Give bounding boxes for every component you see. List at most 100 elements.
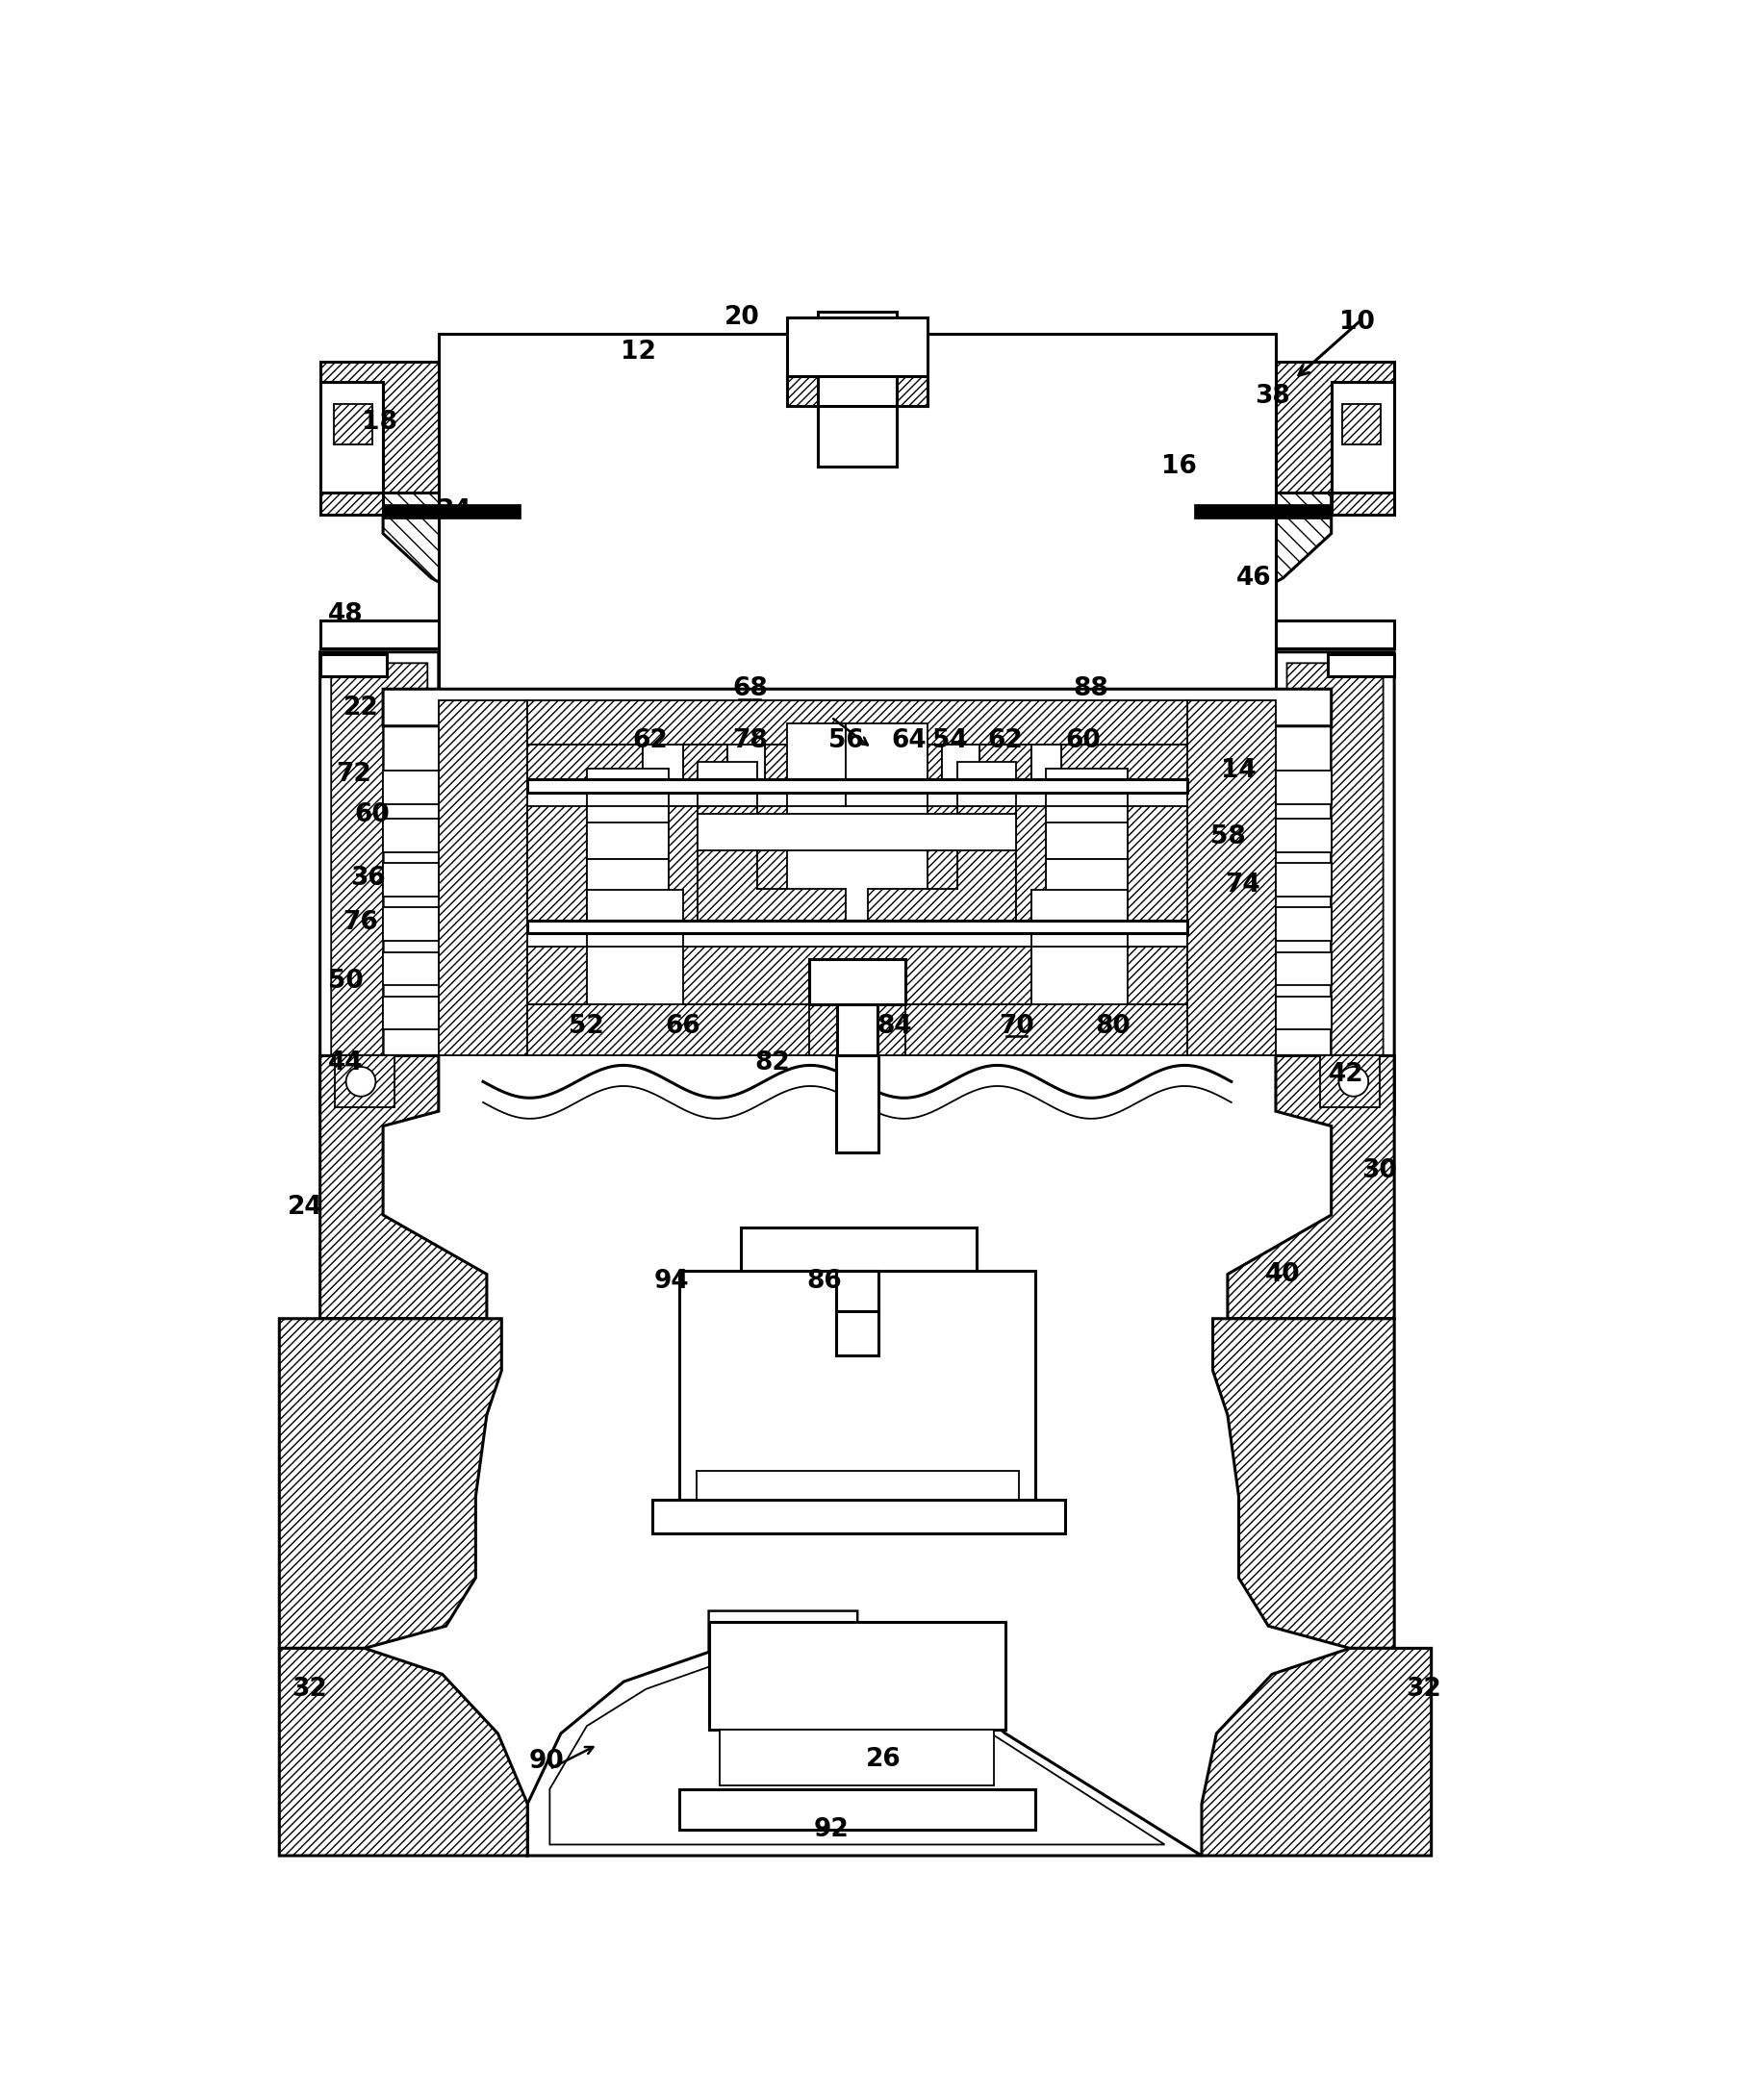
Bar [719, 1730, 995, 1785]
Bar [528, 920, 1186, 935]
Bar [1275, 907, 1331, 941]
Polygon shape [319, 361, 519, 514]
Text: 48: 48 [328, 603, 363, 628]
Polygon shape [438, 699, 528, 1056]
Bar [642, 745, 682, 792]
Text: 20: 20 [724, 304, 759, 330]
Polygon shape [979, 745, 1031, 792]
Text: 16: 16 [1161, 454, 1196, 479]
Polygon shape [765, 745, 816, 792]
Bar [382, 819, 438, 853]
Text: 58: 58 [1209, 825, 1245, 850]
Text: 60: 60 [354, 802, 389, 827]
Polygon shape [1331, 382, 1393, 494]
Bar [696, 1470, 1017, 1499]
Polygon shape [1061, 745, 1186, 792]
Text: 18: 18 [361, 410, 396, 435]
Text: 26: 26 [865, 1747, 900, 1772]
Bar [835, 1310, 879, 1357]
Bar [652, 1499, 1065, 1533]
Text: 64: 64 [891, 729, 926, 754]
Polygon shape [519, 361, 1194, 493]
Text: 52: 52 [568, 1014, 603, 1039]
Polygon shape [1016, 806, 1045, 935]
Bar [709, 1623, 1005, 1730]
Bar [382, 907, 438, 941]
Bar [438, 334, 1275, 697]
Text: 36: 36 [351, 865, 386, 890]
Text: 46: 46 [1235, 565, 1270, 590]
Text: 50: 50 [328, 968, 363, 993]
Polygon shape [682, 745, 728, 792]
Bar [382, 951, 438, 985]
Polygon shape [1201, 1648, 1431, 1856]
Polygon shape [1186, 699, 1275, 1056]
Bar [679, 1270, 1035, 1499]
Bar [786, 722, 845, 806]
Polygon shape [668, 806, 698, 935]
Bar [1275, 620, 1393, 649]
Text: 40: 40 [1265, 1262, 1300, 1287]
Bar [837, 960, 877, 1056]
Polygon shape [928, 806, 956, 888]
Polygon shape [528, 947, 586, 1004]
Polygon shape [786, 317, 928, 376]
Circle shape [346, 1067, 375, 1096]
Text: 38: 38 [1254, 384, 1289, 410]
Text: 88: 88 [1072, 676, 1107, 701]
Bar [382, 863, 438, 897]
Polygon shape [528, 1004, 1186, 1056]
Polygon shape [668, 806, 845, 935]
Bar [728, 745, 765, 792]
Polygon shape [528, 1611, 1201, 1856]
Bar [809, 960, 905, 1004]
Polygon shape [468, 481, 1245, 685]
Bar [586, 859, 668, 897]
Polygon shape [1128, 806, 1186, 935]
Polygon shape [319, 651, 438, 1115]
Polygon shape [382, 689, 1331, 756]
Polygon shape [279, 1319, 502, 1648]
Text: 90: 90 [528, 1749, 563, 1774]
Text: 66: 66 [665, 1014, 700, 1039]
Polygon shape [1194, 361, 1393, 514]
Text: 62: 62 [988, 729, 1023, 754]
Bar [1045, 769, 1128, 806]
Text: 74: 74 [1224, 874, 1259, 899]
Polygon shape [1194, 504, 1331, 519]
Bar [835, 1270, 879, 1312]
Text: 32: 32 [1405, 1676, 1440, 1701]
Polygon shape [333, 403, 372, 445]
Bar [835, 1056, 879, 1153]
Polygon shape [332, 664, 428, 1105]
Text: 84: 84 [877, 1014, 912, 1039]
Polygon shape [809, 1004, 905, 1056]
Bar [956, 762, 1016, 806]
Bar [1328, 655, 1393, 676]
Bar [1275, 771, 1331, 804]
Text: 24: 24 [288, 1195, 323, 1220]
Bar [1045, 859, 1128, 897]
Polygon shape [319, 1056, 486, 1319]
Text: 54: 54 [931, 729, 966, 754]
Text: 42: 42 [1328, 1063, 1363, 1086]
Polygon shape [528, 699, 1186, 746]
Bar [817, 311, 896, 466]
Polygon shape [528, 806, 586, 935]
Bar [1045, 823, 1128, 859]
Text: 34: 34 [435, 498, 470, 523]
Polygon shape [1319, 1056, 1379, 1107]
Bar [586, 890, 682, 947]
Text: 82: 82 [754, 1050, 789, 1075]
Text: 62: 62 [631, 729, 667, 754]
Text: 22: 22 [344, 695, 379, 720]
Text: 70: 70 [998, 1014, 1033, 1039]
Polygon shape [549, 1611, 1165, 1844]
Bar [1275, 951, 1331, 985]
Polygon shape [682, 947, 1031, 1004]
Text: 10: 10 [1338, 311, 1373, 334]
Bar [319, 655, 386, 676]
Polygon shape [1286, 664, 1382, 1466]
Bar [679, 1789, 1035, 1829]
Polygon shape [868, 806, 1016, 935]
